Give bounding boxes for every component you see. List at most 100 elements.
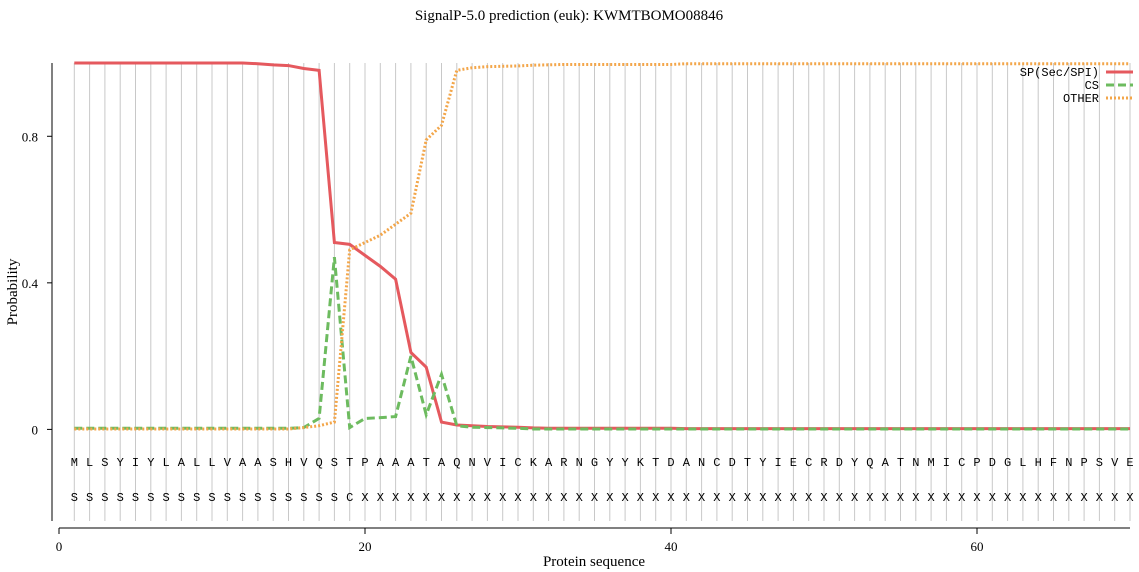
residue: A (438, 456, 446, 470)
residue-label: X (683, 491, 690, 505)
residue-label: X (973, 491, 980, 505)
residue-label: S (178, 491, 185, 505)
line (74, 61, 1130, 431)
x-tick-label: 0 (56, 539, 63, 554)
residue-label: X (744, 491, 751, 505)
residue-label: X (958, 491, 965, 505)
residue-label: X (530, 491, 537, 505)
residue: A (683, 456, 691, 470)
residue: P (1080, 456, 1087, 470)
residue-label: S (331, 491, 338, 505)
residue-label: X (729, 491, 736, 505)
residue-label: X (989, 491, 996, 505)
residue: P (973, 456, 980, 470)
residue-label: X (851, 491, 858, 505)
residue-label: X (1019, 491, 1026, 505)
residue: T (346, 456, 353, 470)
residue: F (1050, 456, 1057, 470)
residue: K (637, 456, 645, 470)
residue: N (1065, 456, 1072, 470)
residue-label: S (285, 491, 292, 505)
residue: L (86, 456, 93, 470)
residue: N (576, 456, 583, 470)
residue: Y (117, 456, 124, 470)
residue-label: X (713, 491, 720, 505)
residue: R (560, 456, 567, 470)
residue-label: X (576, 491, 583, 505)
residue-label: S (254, 491, 261, 505)
residue: D (836, 456, 843, 470)
residue-label: X (1050, 491, 1057, 505)
residue-label: S (132, 491, 139, 505)
residue-label: X (499, 491, 506, 505)
residue-label: X (820, 491, 827, 505)
residue: T (897, 456, 904, 470)
residue-label: S (270, 491, 277, 505)
residue: G (591, 456, 598, 470)
residue-label: X (453, 491, 460, 505)
residue-label: X (1035, 491, 1042, 505)
residue: S (1096, 456, 1103, 470)
residue: Y (851, 456, 858, 470)
residue-label: X (392, 491, 399, 505)
residue: N (912, 456, 919, 470)
residue-label: X (1004, 491, 1011, 505)
residue-label: X (514, 491, 521, 505)
residue: I (943, 456, 950, 470)
residue-label: S (162, 491, 169, 505)
chart-title: SignalP-5.0 prediction (euk): KWMTBOMO08… (415, 8, 724, 24)
residue-label: X (667, 491, 674, 505)
residue-label: X (560, 491, 567, 505)
legend-label: OTHER (1063, 92, 1099, 106)
residue-label: X (927, 491, 934, 505)
residue: K (530, 456, 538, 470)
residue: L (1019, 456, 1026, 470)
residue-label: S (101, 491, 108, 505)
residue: A (407, 456, 415, 470)
residue-label: X (1111, 491, 1118, 505)
residue: D (667, 456, 674, 470)
residue-label: S (71, 491, 78, 505)
residue: P (361, 456, 368, 470)
residue: T (423, 456, 430, 470)
residue-label: X (698, 491, 705, 505)
x-tick-label: 20 (359, 539, 372, 554)
residue-label: X (836, 491, 843, 505)
residue-label: X (438, 491, 445, 505)
residue: N (698, 456, 705, 470)
line (74, 257, 1130, 431)
residue-label: X (1126, 491, 1133, 505)
residue-label: X (805, 491, 812, 505)
residue-label: X (591, 491, 598, 505)
residue: V (300, 456, 308, 470)
residue: R (820, 456, 827, 470)
y-tick-label: 0 (32, 422, 39, 437)
residue-label: X (912, 491, 919, 505)
residue: N (468, 456, 475, 470)
residue: C (713, 456, 720, 470)
residue-label: X (361, 491, 368, 505)
residue: Y (606, 456, 613, 470)
residue-label: X (377, 491, 384, 505)
residue-label: X (637, 491, 644, 505)
residue: C (805, 456, 812, 470)
residue-label: X (943, 491, 950, 505)
residue: S (270, 456, 277, 470)
residue: A (392, 456, 400, 470)
residue-label: S (224, 491, 231, 505)
residue: A (178, 456, 186, 470)
residue-label: X (759, 491, 766, 505)
residue: C (958, 456, 965, 470)
residue-label: X (790, 491, 797, 505)
residue: A (377, 456, 385, 470)
x-tick-label: 40 (665, 539, 678, 554)
residue: H (285, 456, 292, 470)
x-axis-label: Protein sequence (543, 554, 645, 570)
y-tick-label: 0.4 (22, 276, 39, 291)
residue: M (927, 456, 934, 470)
residue: E (1126, 456, 1133, 470)
residue-label: X (882, 491, 889, 505)
y-tick-label: 0.8 (22, 129, 38, 144)
residue-label: X (423, 491, 430, 505)
